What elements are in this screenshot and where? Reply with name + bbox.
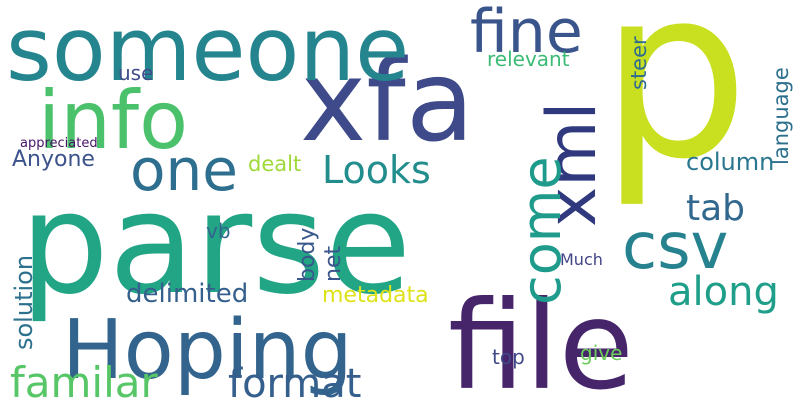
- word-familar: familar: [10, 358, 159, 400]
- word-one: one: [130, 136, 238, 204]
- word-csv: csv: [622, 210, 728, 284]
- word-give: give: [580, 341, 622, 365]
- word-delimited: delimited: [126, 279, 248, 309]
- word-file: file: [448, 275, 634, 400]
- word-come: come: [510, 156, 573, 305]
- word-appreciated: appreciated: [20, 136, 98, 151]
- word-metadata: metadata: [322, 283, 429, 308]
- word-info: info: [38, 74, 188, 167]
- word-use: use: [118, 61, 153, 85]
- word-tab: tab: [686, 188, 745, 229]
- word-looks: Looks: [322, 148, 431, 192]
- word-vb: vb: [206, 219, 231, 243]
- word-someone: someone: [6, 0, 409, 101]
- word-net: net: [321, 246, 346, 282]
- word-solution: solution: [10, 255, 38, 350]
- word-format: format: [228, 361, 361, 400]
- word-dealt: dealt: [248, 152, 301, 176]
- word-anyone: Anyone: [12, 147, 95, 172]
- word-xml: xml: [533, 102, 612, 227]
- word-relevant: relevant: [487, 47, 570, 71]
- word-hoping: Hoping: [62, 303, 353, 398]
- word-steer: steer: [627, 36, 651, 90]
- word-fine: fine: [470, 0, 583, 67]
- word-body: body: [295, 228, 320, 282]
- word-parse: parse: [20, 163, 411, 326]
- word-column: column: [686, 148, 774, 176]
- word-much: Much: [560, 250, 603, 269]
- word-along: along: [668, 269, 779, 315]
- word-xfa: xfa: [300, 37, 474, 167]
- word-language: language: [769, 67, 793, 165]
- word-top: top: [492, 345, 525, 369]
- word-p: p: [600, 0, 749, 211]
